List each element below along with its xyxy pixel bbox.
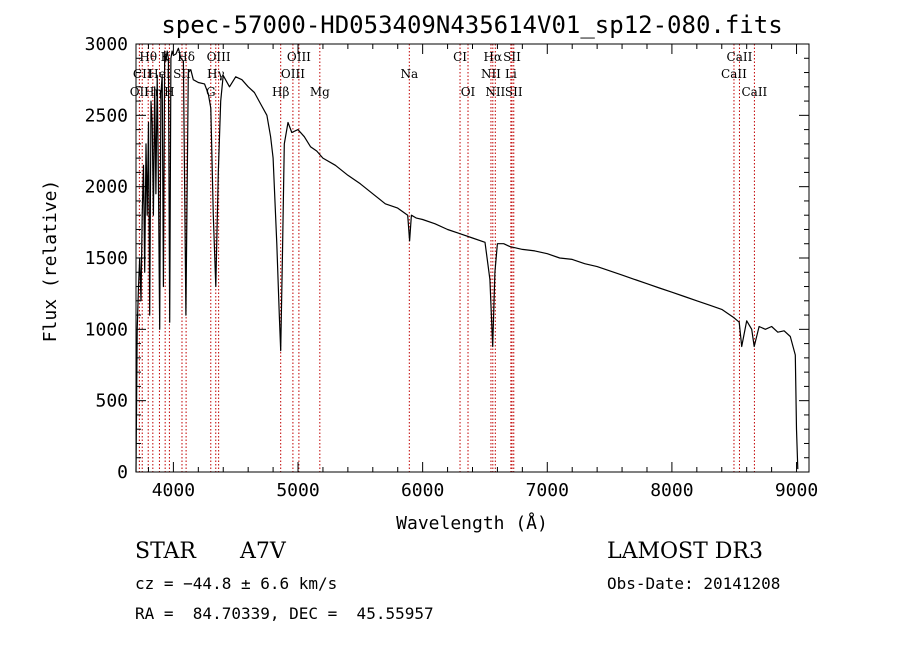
y-axis-label: Flux (relative) bbox=[40, 180, 61, 343]
line-id-label: CaII bbox=[721, 67, 747, 81]
line-id-label: H bbox=[164, 85, 174, 99]
y-tick-label: 500 bbox=[95, 391, 128, 412]
y-tick-label: 1500 bbox=[85, 248, 128, 269]
line-id-label: SII bbox=[503, 50, 521, 64]
y-tick-label: 2000 bbox=[85, 177, 128, 198]
chart-title: spec-57000-HD053409N435614V01_sp12-080.f… bbox=[161, 11, 782, 39]
line-id-label: NII bbox=[481, 67, 501, 81]
line-id-label: CaII bbox=[741, 85, 767, 99]
survey-name: LAMOST DR3 bbox=[607, 539, 763, 564]
line-id-label: Na bbox=[400, 67, 418, 81]
x-tick-label: 6000 bbox=[401, 480, 444, 501]
line-id-label: OIII bbox=[287, 50, 311, 64]
line-id-label: HeI bbox=[148, 67, 171, 81]
line-id-label: Li bbox=[505, 67, 517, 81]
object-class: STAR bbox=[135, 539, 196, 564]
line-id-label: G bbox=[206, 85, 216, 99]
x-tick-label: 5000 bbox=[276, 480, 319, 501]
x-tick-label: 9000 bbox=[775, 480, 818, 501]
line-id-label: CaII bbox=[727, 50, 753, 64]
y-tick-label: 3000 bbox=[85, 34, 128, 55]
spectrum-line bbox=[135, 47, 799, 473]
spectrum-group bbox=[135, 47, 799, 473]
y-tick-label: 0 bbox=[117, 462, 128, 483]
line-id-label: Mg bbox=[310, 85, 330, 99]
line-id-label: OI bbox=[461, 85, 476, 99]
line-id-label: SII bbox=[505, 85, 523, 99]
axis-ticks: 4000 5000 6000 7000 8000 9000 0 500 1000 1500 2000… bbox=[85, 34, 819, 501]
line-id-label: SII bbox=[173, 67, 191, 81]
line-id-label: NII bbox=[485, 85, 505, 99]
x-tick-label: 8000 bbox=[650, 480, 693, 501]
y-tick-label: 1000 bbox=[85, 319, 128, 340]
spectral-subclass: A7V bbox=[240, 539, 286, 564]
coordinates: RA = 84.70339, DEC = 45.55957 bbox=[135, 604, 434, 623]
line-id-label: Hβ bbox=[272, 85, 289, 99]
line-id-label: Hγ bbox=[207, 67, 225, 81]
line-id-label: OIII bbox=[281, 67, 305, 81]
line-id-label: Hθ bbox=[139, 50, 157, 64]
x-tick-label: 4000 bbox=[152, 480, 195, 501]
line-marker-group bbox=[138, 44, 755, 472]
line-id-label: CII bbox=[133, 67, 152, 81]
radial-velocity: cz = −44.8 ± 6.6 km/s bbox=[135, 574, 338, 593]
line-id-label: Hα bbox=[484, 50, 503, 64]
plot-frame bbox=[135, 43, 810, 473]
line-id-label: Hδ bbox=[177, 50, 195, 64]
x-axis-label: Wavelength (Å) bbox=[396, 512, 548, 534]
line-id-label: Hη bbox=[144, 85, 162, 99]
line-id-label: OII bbox=[130, 85, 150, 99]
observation-date: Obs-Date: 20141208 bbox=[607, 574, 781, 593]
x-tick-label: 7000 bbox=[526, 480, 569, 501]
line-id-label: CI bbox=[453, 50, 467, 64]
line-id-label: OIII bbox=[207, 50, 231, 64]
y-tick-label: 2500 bbox=[85, 105, 128, 126]
